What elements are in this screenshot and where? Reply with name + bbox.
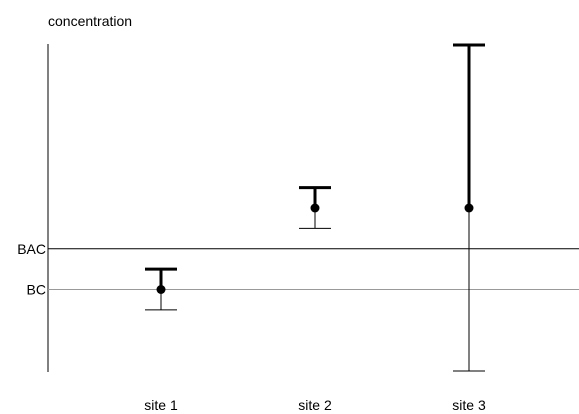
y-axis-label: concentration	[48, 13, 132, 29]
reference-lines: BAC BC	[17, 241, 579, 298]
mean-point	[464, 203, 474, 213]
error-bar-1	[145, 267, 177, 311]
mean-point	[156, 285, 166, 294]
error-bars	[145, 43, 485, 372]
ref-label-bac: BAC	[17, 241, 46, 257]
ref-label-bc: BC	[27, 282, 46, 298]
x-tick-label: site 3	[452, 397, 486, 413]
x-tick-label: site 2	[298, 397, 332, 413]
error-bar-3	[453, 43, 485, 372]
x-tick-label: site 1	[144, 397, 178, 413]
error-bar-2	[299, 186, 331, 229]
mean-point	[310, 203, 320, 213]
x-tick-labels: site 1 site 2 site 3	[144, 397, 486, 413]
